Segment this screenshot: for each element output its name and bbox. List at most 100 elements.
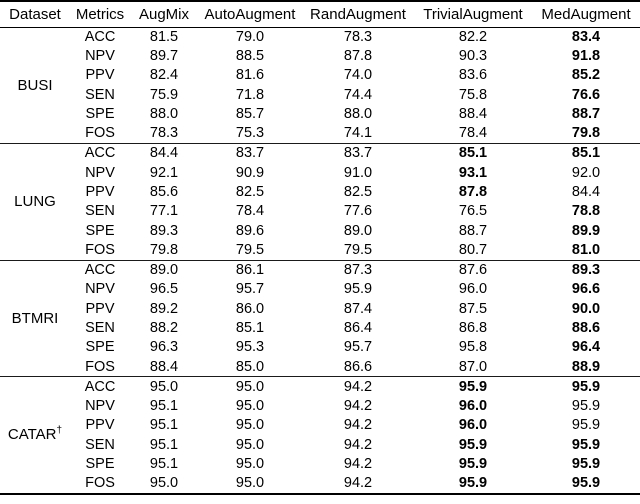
value-cell: 89.6	[235, 222, 265, 239]
value-cell: 88.7	[571, 106, 601, 123]
value-cell: 95.9	[571, 417, 601, 434]
value-cell: 79.5	[343, 242, 373, 259]
value-cell: 88.9	[571, 358, 601, 375]
metric-label: SEN	[85, 203, 115, 220]
column-header-dataset: Dataset	[9, 5, 61, 23]
metric-label: PPV	[85, 300, 115, 317]
value-cell: 87.3	[343, 261, 373, 278]
value-cell: 82.4	[149, 67, 179, 84]
dataset-group-busi: BUSI ACC 81.5 79.0 78.3 82.2 83.4 NPV 89.7 88.5 87…	[0, 27, 640, 144]
value-cell: 95.1	[149, 397, 179, 414]
metric-label: NPV	[85, 281, 115, 298]
value-cell: 76.6	[571, 86, 601, 103]
table-row: NPV 95.1 95.0 94.2 96.0 95.9	[0, 396, 640, 415]
table-row: BTMRI ACC 89.0 86.1 87.3 87.6 89.3	[0, 260, 640, 327]
value-cell: 77.1	[149, 203, 179, 220]
value-cell: 84.4	[149, 145, 179, 162]
value-cell: 86.1	[235, 261, 265, 278]
value-cell: 74.0	[343, 67, 373, 84]
metric-label: PPV	[85, 417, 115, 434]
value-cell: 89.2	[149, 300, 179, 317]
value-cell: 75.8	[458, 86, 488, 103]
value-cell: 96.5	[149, 281, 179, 298]
value-cell: 89.3	[571, 261, 601, 278]
value-cell: 88.7	[458, 222, 488, 239]
metric-label: FOS	[85, 125, 115, 142]
column-header-medaugment: MedAugment	[541, 5, 631, 23]
table-row: FOS 78.3 75.3 74.1 78.4 79.8	[0, 124, 640, 143]
value-cell: 78.3	[343, 28, 373, 45]
table-row: FOS 88.4 85.0 86.6 87.0 88.9	[0, 357, 640, 376]
dataset-group-catar: CATAR† ACC 95.0 95.0 94.2 95.9 95.9 NPV 95.1 95.0…	[0, 376, 640, 494]
value-cell: 83.7	[235, 145, 265, 162]
value-cell: 94.2	[343, 456, 373, 473]
value-cell: 96.6	[571, 281, 601, 298]
metric-label: SPE	[85, 106, 115, 123]
metric-label: SPE	[85, 339, 115, 356]
table-header: Dataset Metrics AugMix AutoAugment RandAugme…	[0, 1, 640, 27]
table-row: CATAR† ACC 95.0 95.0 94.2 95.9 95.9	[0, 377, 640, 442]
dataset-label-btmri: BTMRI	[0, 260, 70, 377]
value-cell: 94.2	[343, 436, 373, 453]
table-row: SPE 88.0 85.7 88.0 88.4 88.7	[0, 105, 640, 124]
table-row: BUSI ACC 81.5 79.0 78.3 82.2 83.4	[0, 27, 640, 93]
metric-label: SEN	[85, 86, 115, 103]
value-cell: 81.6	[235, 67, 265, 84]
value-cell: 95.7	[235, 281, 265, 298]
value-cell: 89.0	[149, 261, 179, 278]
value-cell: 94.2	[343, 417, 373, 434]
value-cell: 86.4	[343, 320, 373, 337]
dataset-label-lung: LUNG	[0, 144, 70, 261]
value-cell: 91.8	[571, 47, 601, 64]
table-row: SPE 89.3 89.6 89.0 88.7 89.9	[0, 221, 640, 240]
value-cell: 95.9	[571, 436, 601, 453]
value-cell: 87.8	[458, 183, 488, 200]
value-cell: 79.8	[149, 242, 179, 259]
dataset-name: BUSI	[17, 76, 53, 94]
value-cell: 87.5	[458, 300, 488, 317]
value-cell: 82.2	[458, 28, 488, 45]
value-cell: 88.0	[149, 106, 179, 123]
dataset-group-lung: LUNG ACC 84.4 83.7 83.7 85.1 85.1 NPV 92.1 90.9 91…	[0, 143, 640, 261]
value-cell: 95.0	[149, 475, 179, 492]
value-cell: 88.2	[149, 320, 179, 337]
metric-label: SEN	[85, 320, 115, 337]
value-cell: 83.7	[343, 145, 373, 162]
table-row: NPV 96.5 95.7 95.9 96.0 96.6	[0, 280, 640, 299]
metric-label: ACC	[84, 145, 116, 162]
table-row: SEN 75.9 71.8 74.4 75.8 76.6	[0, 85, 640, 104]
value-cell: 95.0	[235, 378, 265, 395]
table-row: PPV 95.1 95.0 94.2 96.0 95.9	[0, 416, 640, 435]
metric-label: PPV	[85, 183, 115, 200]
value-cell: 83.6	[458, 67, 488, 84]
value-cell: 89.0	[343, 222, 373, 239]
value-cell: 94.2	[343, 475, 373, 492]
metric-label: SPE	[85, 456, 115, 473]
value-cell: 95.0	[235, 475, 265, 492]
table-row: PPV 82.4 81.6 74.0 83.6 85.2	[0, 66, 640, 85]
metric-label: NPV	[85, 47, 115, 64]
table-row: PPV 85.6 82.5 82.5 87.8 84.4	[0, 183, 640, 202]
value-cell: 95.9	[458, 378, 488, 395]
value-cell: 81.0	[571, 242, 601, 259]
value-cell: 95.1	[149, 436, 179, 453]
column-header-augmix: AugMix	[138, 5, 190, 23]
value-cell: 79.5	[235, 242, 265, 259]
value-cell: 77.6	[343, 203, 373, 220]
table-row: PPV 89.2 86.0 87.4 87.5 90.0	[0, 299, 640, 318]
metric-label: NPV	[85, 397, 115, 414]
dataset-name: BTMRI	[11, 310, 59, 328]
value-cell: 71.8	[235, 86, 265, 103]
value-cell: 95.9	[458, 456, 488, 473]
dagger-mark: †	[56, 425, 63, 437]
value-cell: 74.1	[343, 125, 373, 142]
value-cell: 88.6	[571, 320, 601, 337]
value-cell: 95.9	[343, 281, 373, 298]
table-row: SPE 95.1 95.0 94.2 95.9 95.9	[0, 455, 640, 474]
value-cell: 91.0	[343, 164, 373, 181]
value-cell: 85.6	[149, 183, 179, 200]
value-cell: 95.9	[458, 475, 488, 492]
value-cell: 96.0	[458, 397, 488, 414]
metric-label: FOS	[85, 475, 115, 492]
